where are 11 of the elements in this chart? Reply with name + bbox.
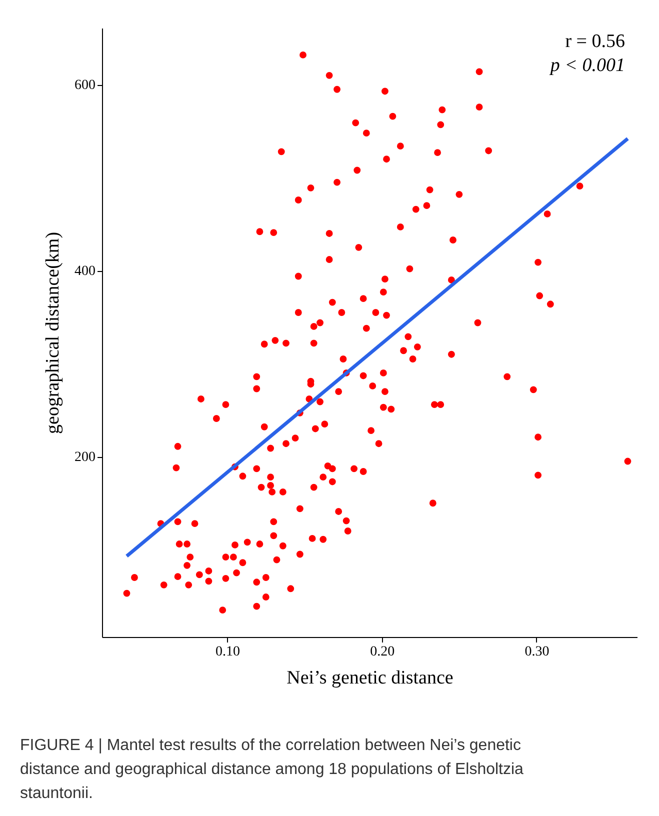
x-tick-label: 0.10 bbox=[215, 644, 240, 660]
y-tick-label: 200 bbox=[74, 450, 96, 466]
annotation: r = 0.56 bbox=[565, 31, 625, 52]
x-tick-label: 0.20 bbox=[370, 644, 395, 660]
y-tick-label: 600 bbox=[74, 78, 96, 94]
x-tick-label: 0.30 bbox=[524, 644, 550, 660]
y-axis-title: geographical distance(km) bbox=[42, 232, 64, 434]
caption: FIGURE 4 | Mantel test results of the correlation between Nei’s genetic distance and geographical distance among 18 populations of Elsholtzia stauntonii. bbox=[20, 737, 524, 802]
annotation: p < 0.001 bbox=[548, 55, 625, 76]
y-tick-label: 400 bbox=[74, 264, 96, 280]
x-axis-title: Nei’s genetic distance bbox=[286, 668, 454, 688]
